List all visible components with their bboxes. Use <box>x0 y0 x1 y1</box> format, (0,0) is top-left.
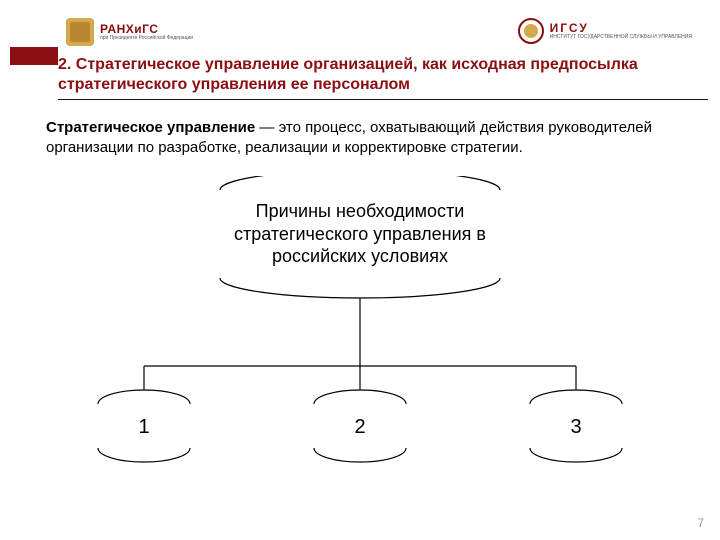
section-title: 2. Стратегическое управление организацие… <box>58 55 708 100</box>
tree-child-1: 1 <box>124 416 164 439</box>
ranepa-emblem-icon <box>66 18 94 46</box>
title-accent-bar <box>10 47 58 65</box>
logo-ranepa: РАНХиГС при Президенте Российской Федера… <box>66 18 193 46</box>
igsu-subtitle: ИНСТИТУТ ГОСУДАРСТВЕННОЙ СЛУЖБЫ И УПРАВЛ… <box>550 35 692 41</box>
definition-paragraph: Стратегическое управление — это процесс,… <box>46 118 680 159</box>
ranepa-subtitle: при Президенте Российской Федерации <box>100 36 193 42</box>
tree-child-3: 3 <box>556 416 596 439</box>
tree-root-label: Причины необходимости стратегического уп… <box>210 200 510 268</box>
ranepa-text: РАНХиГС при Президенте Российской Федера… <box>100 22 193 42</box>
definition-lead: Стратегическое управление <box>46 119 255 136</box>
igsu-emblem-icon <box>518 18 544 44</box>
tree-diagram: Причины необходимости стратегического уп… <box>0 176 720 506</box>
logo-igsu: ИГСУ ИНСТИТУТ ГОСУДАРСТВЕННОЙ СЛУЖБЫ И У… <box>518 18 692 44</box>
tree-child-2: 2 <box>340 416 380 439</box>
igsu-text: ИГСУ ИНСТИТУТ ГОСУДАРСТВЕННОЙ СЛУЖБЫ И У… <box>550 21 692 41</box>
page-number: 7 <box>697 516 704 530</box>
slide: РАНХиГС при Президенте Российской Федера… <box>0 0 720 540</box>
